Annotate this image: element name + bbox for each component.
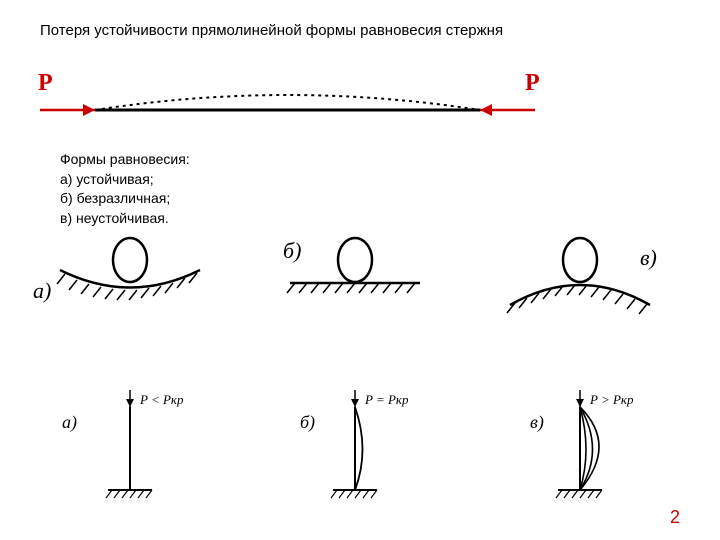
- force-left-label: P: [38, 70, 53, 97]
- ball-c: [485, 225, 685, 345]
- page-number: 2: [670, 507, 680, 528]
- ball-a: [40, 225, 240, 345]
- legend-block: Формы равновесия: а) устойчивая; б) безр…: [60, 150, 190, 228]
- force-right-label: P: [525, 70, 540, 97]
- beam-diagram: [0, 0, 720, 150]
- legend-header: Формы равновесия:: [60, 150, 190, 170]
- column-a: [70, 385, 190, 515]
- column-c: [520, 385, 640, 515]
- legend-a: а) устойчивая;: [60, 170, 190, 190]
- column-b: [295, 385, 415, 515]
- ball-b: [260, 225, 460, 345]
- legend-b: б) безразличная;: [60, 189, 190, 209]
